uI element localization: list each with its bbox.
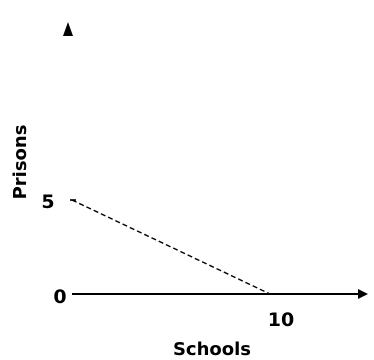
y-tick-0: 0	[53, 286, 66, 308]
series-layer	[70, 199, 271, 295]
x-tick-10: 10	[268, 309, 294, 331]
series-line	[71, 199, 271, 295]
y-axis-label: Prisons	[10, 125, 31, 200]
y-axis-arrow	[63, 22, 73, 36]
data-point-0	[71, 199, 73, 201]
data-point-1	[269, 293, 271, 295]
x-axis-label: Schools	[173, 339, 251, 360]
y-tick-5: 5	[41, 191, 54, 213]
